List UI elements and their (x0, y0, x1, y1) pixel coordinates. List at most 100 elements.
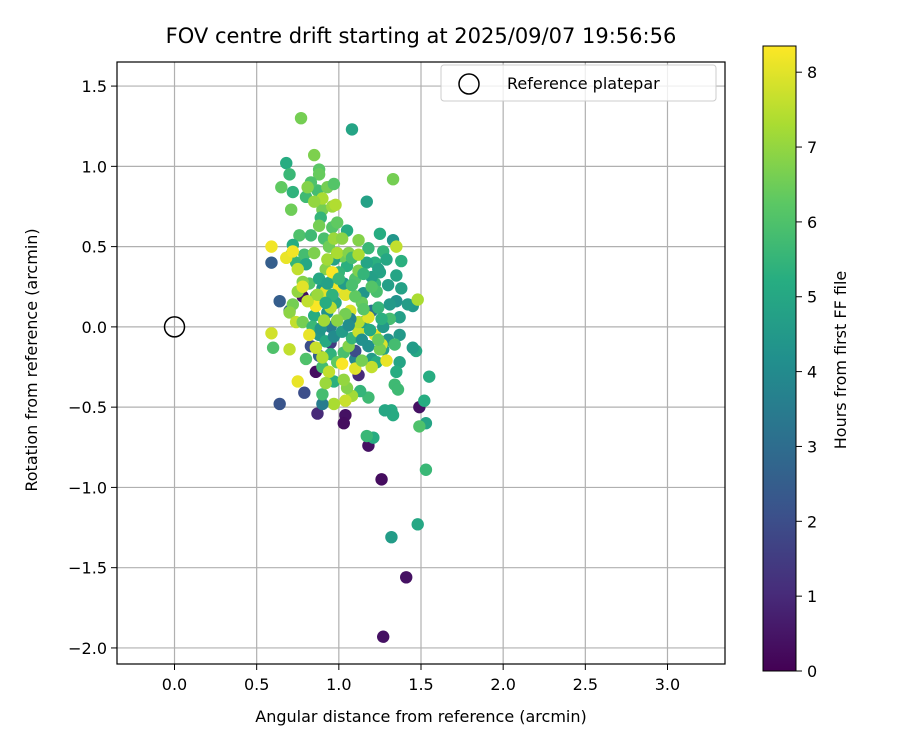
data-point (266, 341, 280, 354)
data-point (286, 185, 300, 199)
data-point (339, 394, 352, 407)
data-point (296, 280, 309, 293)
y-tick-label: 0.5 (82, 238, 107, 257)
data-point (321, 277, 334, 290)
data-point (307, 195, 321, 208)
data-point (385, 530, 398, 544)
x-tick-label: 2.5 (573, 675, 598, 694)
data-point (365, 360, 378, 374)
data-point (381, 278, 395, 292)
data-point (319, 296, 332, 309)
data-point (317, 314, 331, 327)
data-point (419, 463, 433, 476)
data-point (329, 198, 342, 212)
data-point (283, 343, 296, 356)
y-tick-label: 1.5 (82, 77, 107, 96)
data-point (390, 240, 403, 253)
data-point (311, 407, 324, 420)
legend: Reference platepar (440, 64, 717, 102)
data-point (373, 227, 387, 240)
x-axis-ticks: 0.0 0.5 1.0 1.5 2.0 2.5 3.0 (162, 664, 680, 694)
data-point (360, 256, 373, 269)
data-point (294, 111, 308, 125)
data-point (400, 571, 413, 584)
y-tick-label: −0.5 (68, 398, 107, 417)
data-point (377, 630, 390, 643)
data-point (307, 148, 321, 162)
x-tick-label: 1.5 (408, 675, 433, 694)
y-axis-ticks: −2.0 −1.5 −1.0 −0.5 0.0 0.5 1.0 1.5 (68, 77, 117, 658)
colorbar-tick-label: 4 (807, 363, 817, 382)
data-point (390, 269, 403, 282)
y-tick-label: −2.0 (68, 639, 107, 658)
colorbar-tick-label: 3 (807, 437, 817, 456)
data-point (411, 518, 424, 531)
legend-label: Reference platepar (507, 74, 660, 93)
data-point (395, 282, 408, 295)
data-point (312, 168, 326, 181)
data-point (352, 233, 365, 247)
data-point (337, 417, 350, 430)
data-point (393, 311, 406, 324)
data-point (322, 365, 336, 379)
data-point (316, 351, 329, 364)
data-point (342, 319, 355, 332)
data-point (311, 288, 324, 301)
x-tick-label: 1.0 (326, 675, 351, 694)
data-point (273, 294, 286, 308)
data-point (327, 177, 341, 191)
data-point (337, 373, 350, 387)
data-point (284, 203, 298, 216)
data-point (291, 262, 304, 276)
data-point (349, 290, 362, 303)
data-point (330, 246, 344, 260)
data-point (352, 248, 365, 261)
data-point (386, 172, 400, 186)
data-point (365, 280, 378, 293)
data-point (372, 301, 385, 314)
x-tick-label: 0.0 (162, 675, 187, 694)
data-point (395, 254, 408, 268)
colorbar-tick-label: 8 (807, 63, 817, 82)
data-point (296, 315, 309, 329)
data-point (362, 242, 375, 255)
colorbar (762, 45, 797, 672)
data-point (312, 219, 326, 232)
reference-marker (163, 316, 186, 338)
data-point (275, 181, 288, 194)
colorbar-tick-label: 7 (807, 138, 817, 157)
x-tick-label: 2.0 (490, 675, 515, 694)
data-point (273, 397, 286, 411)
data-point (372, 262, 385, 276)
data-point (345, 123, 359, 136)
colorbar-tick-label: 6 (807, 213, 817, 232)
x-tick-label: 3.0 (655, 675, 680, 694)
data-point (388, 338, 401, 351)
data-point (335, 357, 349, 371)
data-point (357, 267, 370, 281)
data-point (298, 248, 311, 261)
data-points (265, 111, 436, 643)
data-point (265, 327, 278, 340)
data-point (372, 333, 385, 346)
data-point (321, 253, 334, 266)
data-point (418, 394, 431, 407)
data-point (330, 216, 344, 229)
data-point (345, 278, 359, 292)
data-point (393, 355, 406, 369)
data-point (265, 240, 278, 253)
legend-box (440, 64, 717, 102)
data-point (363, 323, 377, 337)
data-point (360, 429, 373, 443)
data-point (355, 354, 369, 367)
data-point (280, 156, 293, 170)
colorbar-tick-label: 5 (807, 288, 817, 307)
data-point (283, 306, 296, 319)
data-point (293, 229, 306, 242)
data-point (327, 397, 341, 411)
data-point (413, 420, 426, 433)
data-point (330, 314, 344, 327)
data-point (357, 303, 370, 316)
data-point (375, 312, 388, 326)
